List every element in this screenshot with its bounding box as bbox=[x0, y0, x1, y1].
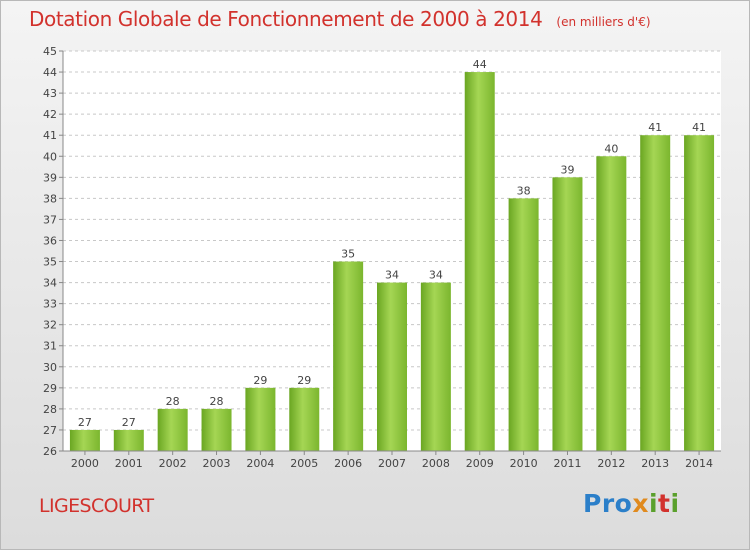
y-tick-label: 42 bbox=[43, 108, 57, 121]
bar bbox=[552, 177, 583, 451]
bar-value-label: 34 bbox=[429, 269, 443, 282]
bar bbox=[640, 135, 671, 452]
chart-title-text: Dotation Globale de Fonctionnement de 20… bbox=[29, 7, 543, 31]
y-tick-label: 36 bbox=[43, 234, 57, 247]
x-tick-label: 2012 bbox=[597, 457, 625, 470]
y-tick-label: 29 bbox=[43, 382, 57, 395]
y-tick-label: 45 bbox=[43, 45, 57, 58]
x-tick-label: 2011 bbox=[553, 457, 581, 470]
bar-value-label: 28 bbox=[166, 395, 180, 408]
y-tick-label: 30 bbox=[43, 361, 57, 374]
bar bbox=[377, 282, 407, 451]
axis-layer: 26 27 28 29 30 31 32 33 34 35 36 37 38 39 40 41 42 43 44 45… bbox=[43, 45, 721, 470]
bar-value-label: 27 bbox=[78, 416, 92, 429]
logo-part-1: Pro bbox=[583, 489, 633, 518]
bar-value-label: 34 bbox=[385, 269, 399, 282]
bar-value-label: 28 bbox=[210, 395, 224, 408]
x-tick-label: 2000 bbox=[71, 457, 99, 470]
y-tick-label: 31 bbox=[43, 340, 57, 353]
bar bbox=[420, 282, 451, 451]
y-tick-label: 26 bbox=[43, 445, 57, 458]
y-tick-label: 34 bbox=[43, 277, 57, 290]
proxiti-logo: Proxiti bbox=[583, 489, 680, 518]
x-tick-label: 2005 bbox=[290, 457, 318, 470]
commune-name: LIGESCOURT bbox=[39, 495, 154, 517]
bar-value-label: 40 bbox=[604, 142, 618, 155]
chart-title: Dotation Globale de Fonctionnement de 20… bbox=[29, 7, 651, 31]
labels-layer: 27 27 28 28 29 29 35 34 34 44 38 39 40 41 41 bbox=[78, 58, 706, 429]
y-tick-label: 40 bbox=[43, 150, 57, 163]
y-tick-label: 27 bbox=[43, 424, 57, 437]
bar-value-label: 38 bbox=[517, 184, 531, 197]
logo-part-5: i bbox=[670, 489, 680, 518]
bar-value-label: 35 bbox=[341, 248, 355, 261]
bar bbox=[113, 429, 144, 451]
x-tick-label: 2004 bbox=[246, 457, 274, 470]
bar bbox=[157, 408, 188, 451]
bar-value-label: 41 bbox=[648, 121, 662, 134]
y-tick-label: 39 bbox=[43, 171, 57, 184]
y-tick-label: 33 bbox=[43, 298, 57, 311]
bar bbox=[245, 387, 276, 451]
bar-value-label: 44 bbox=[473, 58, 487, 71]
x-tick-label: 2013 bbox=[641, 457, 669, 470]
bars-layer bbox=[69, 72, 715, 452]
bar bbox=[333, 261, 364, 451]
y-tick-label: 41 bbox=[43, 129, 57, 142]
y-tick-label: 32 bbox=[43, 319, 57, 332]
y-tick-label: 28 bbox=[43, 403, 57, 416]
x-tick-label: 2006 bbox=[334, 457, 362, 470]
x-tick-label: 2001 bbox=[115, 457, 143, 470]
bar bbox=[201, 408, 232, 451]
bar-value-label: 39 bbox=[560, 163, 574, 176]
bar bbox=[508, 198, 539, 451]
y-tick-label: 38 bbox=[43, 192, 57, 205]
bar bbox=[69, 429, 100, 451]
bar bbox=[596, 156, 627, 451]
bar-value-label: 29 bbox=[297, 374, 311, 387]
x-tick-label: 2008 bbox=[422, 457, 450, 470]
logo-part-3: i bbox=[648, 489, 659, 518]
bar bbox=[684, 135, 715, 452]
bar-value-label: 27 bbox=[122, 416, 136, 429]
chart-subtitle: (en milliers d'€) bbox=[556, 15, 651, 29]
y-tick-label: 44 bbox=[43, 66, 57, 79]
x-tick-label: 2009 bbox=[466, 457, 494, 470]
bar bbox=[464, 72, 495, 451]
logo-part-4: t bbox=[658, 489, 671, 518]
bar bbox=[289, 387, 320, 451]
y-tick-label: 43 bbox=[43, 87, 57, 100]
bar-value-label: 29 bbox=[253, 374, 267, 387]
y-tick-label: 35 bbox=[43, 256, 57, 269]
logo-part-2: x bbox=[632, 489, 649, 518]
x-tick-label: 2003 bbox=[203, 457, 231, 470]
x-tick-label: 2002 bbox=[159, 457, 187, 470]
x-tick-label: 2007 bbox=[378, 457, 406, 470]
bar-value-label: 41 bbox=[692, 121, 706, 134]
x-tick-label: 2010 bbox=[510, 457, 538, 470]
y-tick-label: 37 bbox=[43, 213, 57, 226]
x-tick-label: 2014 bbox=[685, 457, 713, 470]
